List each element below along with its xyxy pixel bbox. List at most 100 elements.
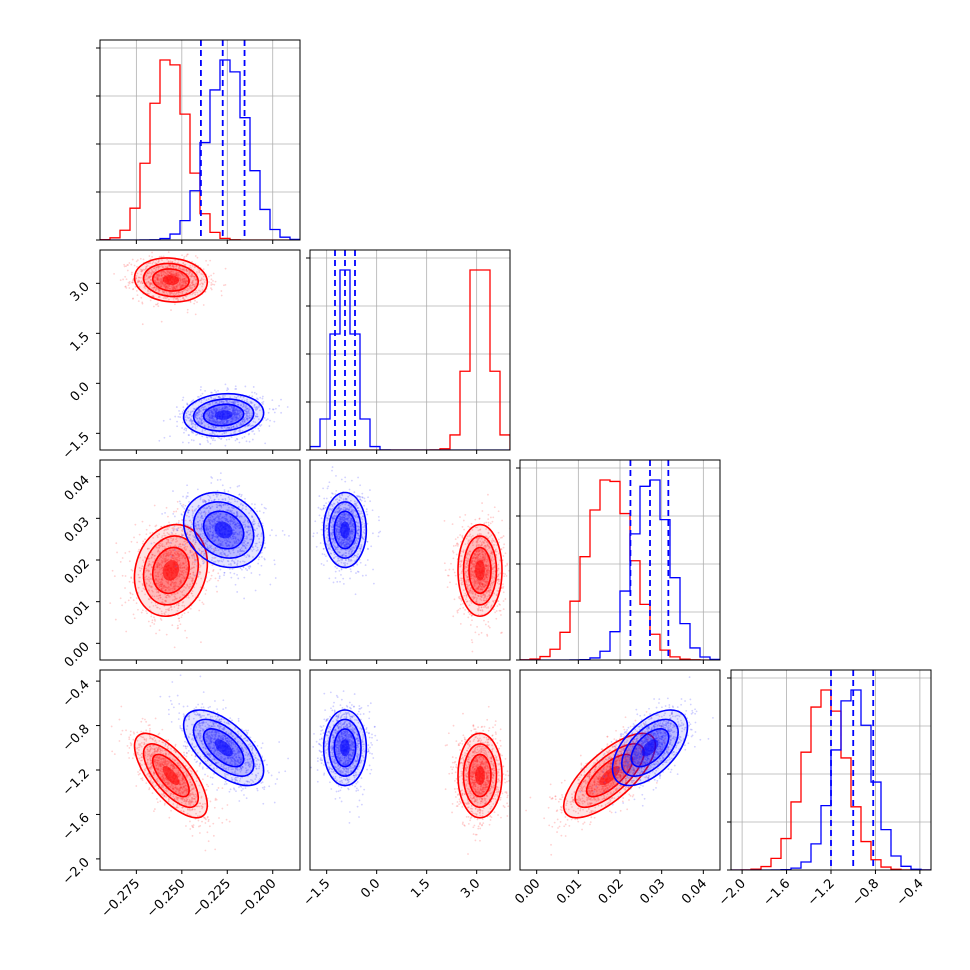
scatter-point xyxy=(210,391,212,394)
scatter-point xyxy=(247,412,250,414)
scatter-point xyxy=(229,396,232,399)
scatter-point xyxy=(189,551,192,554)
scatter-point xyxy=(210,274,212,277)
scatter-point xyxy=(206,439,209,442)
scatter-point xyxy=(187,288,190,290)
scatter-point xyxy=(222,394,224,397)
scatter-point xyxy=(181,427,184,429)
scatter-point xyxy=(246,418,249,421)
scatter-point xyxy=(221,419,224,422)
scatter-point xyxy=(137,300,140,303)
scatter-point xyxy=(123,263,126,266)
scatter-point xyxy=(210,411,213,414)
scatter-point xyxy=(155,578,158,581)
scatter-point xyxy=(172,557,175,560)
scatter-point xyxy=(269,419,272,422)
scatter-point xyxy=(154,289,157,292)
scatter-point xyxy=(237,417,239,420)
scatter-point xyxy=(245,412,248,415)
scatter-point xyxy=(183,279,186,282)
scatter-point xyxy=(233,402,236,405)
scatter-point xyxy=(156,278,159,281)
scatter-point xyxy=(197,421,200,423)
scatter-point xyxy=(208,410,211,413)
scatter-point xyxy=(222,406,224,409)
scatter-point xyxy=(174,274,177,276)
scatter-point xyxy=(155,591,158,594)
scatter-point xyxy=(185,276,188,279)
scatter-point xyxy=(248,416,251,419)
scatter-point xyxy=(191,264,194,267)
scatter-point xyxy=(168,595,171,598)
scatter-point xyxy=(186,491,189,494)
scatter-point xyxy=(156,534,159,537)
scatter-point xyxy=(148,563,151,566)
scatter-point xyxy=(185,412,188,415)
scatter-point xyxy=(149,276,151,279)
scatter-point xyxy=(205,436,208,438)
scatter-point xyxy=(200,419,203,421)
scatter-point xyxy=(172,286,174,289)
scatter-point xyxy=(131,569,134,572)
scatter-point xyxy=(191,419,194,422)
scatter-point xyxy=(221,421,224,424)
scatter-point xyxy=(189,411,192,414)
scatter-point xyxy=(147,272,150,275)
scatter-point xyxy=(193,557,196,560)
scatter-point xyxy=(190,274,193,276)
scatter-point xyxy=(220,294,223,297)
scatter-point xyxy=(233,407,235,410)
scatter-point xyxy=(156,274,159,276)
scatter-point xyxy=(211,416,214,419)
scatter-point xyxy=(210,574,213,577)
scatter-point xyxy=(181,614,184,616)
scatter-point xyxy=(139,569,142,572)
scatter-point xyxy=(239,415,241,418)
scatter-point xyxy=(183,285,186,288)
scatter-point xyxy=(153,271,155,274)
scatter-point xyxy=(151,271,154,274)
scatter-point xyxy=(211,431,214,433)
scatter-point xyxy=(234,413,237,416)
scatter-point xyxy=(177,604,180,607)
scatter-point xyxy=(167,515,169,518)
scatter-point xyxy=(130,577,133,579)
scatter-point xyxy=(176,508,179,510)
scatter-point xyxy=(243,418,245,420)
scatter-point xyxy=(197,556,200,559)
scatter-point xyxy=(220,420,223,423)
scatter-point xyxy=(246,401,249,404)
scatter-point xyxy=(256,397,258,400)
scatter-point xyxy=(238,411,241,414)
scatter-point xyxy=(201,417,204,420)
scatter-point xyxy=(183,281,186,284)
scatter-point xyxy=(149,299,152,302)
scatter-point xyxy=(191,280,194,283)
scatter-point xyxy=(210,415,213,418)
scatter-point xyxy=(194,291,197,294)
scatter-point xyxy=(152,288,155,291)
scatter-point xyxy=(247,424,250,427)
scatter-point xyxy=(256,415,259,418)
scatter-point xyxy=(182,284,184,287)
scatter-point xyxy=(169,265,172,267)
scatter-point xyxy=(201,285,203,288)
scatter-point xyxy=(138,276,140,279)
scatter-point xyxy=(194,276,196,278)
scatter-point xyxy=(231,418,234,421)
scatter-point xyxy=(226,427,229,429)
scatter-point xyxy=(161,545,164,548)
scatter-point xyxy=(160,561,163,564)
scatter-point xyxy=(263,417,266,419)
scatter-point xyxy=(172,490,174,492)
scatter-point xyxy=(176,285,179,288)
scatter-point xyxy=(209,417,212,419)
scatter-point xyxy=(198,566,201,569)
scatter-point xyxy=(179,596,182,598)
scatter-point xyxy=(210,408,213,411)
scatter-point xyxy=(124,285,127,288)
scatter-point xyxy=(172,554,175,556)
scatter-point xyxy=(155,281,158,284)
scatter-point xyxy=(224,394,226,397)
scatter-point xyxy=(180,272,183,275)
